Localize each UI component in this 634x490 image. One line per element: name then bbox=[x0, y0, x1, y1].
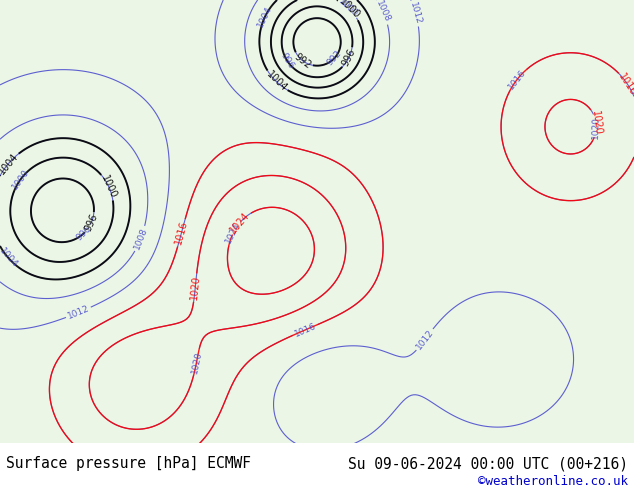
Text: 1016: 1016 bbox=[507, 67, 528, 91]
Text: 1020: 1020 bbox=[189, 275, 202, 300]
Text: 1012: 1012 bbox=[66, 304, 91, 321]
Text: 1000: 1000 bbox=[99, 173, 119, 200]
Text: 1004: 1004 bbox=[256, 4, 275, 28]
Text: Su 09-06-2024 00:00 UTC (00+216): Su 09-06-2024 00:00 UTC (00+216) bbox=[347, 457, 628, 471]
Text: 1004: 1004 bbox=[0, 246, 20, 270]
Text: 1000: 1000 bbox=[337, 0, 361, 21]
Text: 1004: 1004 bbox=[264, 70, 288, 94]
Text: 1004: 1004 bbox=[0, 151, 20, 176]
Text: 1008: 1008 bbox=[133, 226, 149, 251]
Text: 1000: 1000 bbox=[337, 0, 359, 19]
Text: 996: 996 bbox=[83, 213, 100, 233]
Text: 1024: 1024 bbox=[224, 221, 242, 245]
Text: 992: 992 bbox=[292, 51, 313, 71]
Text: Surface pressure [hPa] ECMWF: Surface pressure [hPa] ECMWF bbox=[6, 457, 251, 471]
Text: ©weatheronline.co.uk: ©weatheronline.co.uk bbox=[477, 475, 628, 488]
Text: 1016: 1016 bbox=[174, 220, 190, 246]
Text: 1008: 1008 bbox=[374, 0, 392, 24]
Text: 1024: 1024 bbox=[228, 210, 252, 235]
Text: 996: 996 bbox=[279, 51, 295, 71]
Text: 996: 996 bbox=[340, 48, 358, 68]
Text: 992: 992 bbox=[326, 49, 344, 67]
Text: 1016: 1016 bbox=[293, 321, 318, 339]
Text: 1020: 1020 bbox=[190, 350, 204, 374]
Polygon shape bbox=[0, 0, 634, 443]
Text: 996: 996 bbox=[75, 223, 94, 242]
Text: 1012: 1012 bbox=[414, 328, 436, 351]
Text: 1012: 1012 bbox=[408, 1, 423, 25]
Text: 1016: 1016 bbox=[617, 72, 634, 98]
Text: 1020: 1020 bbox=[590, 110, 602, 136]
Text: 1000: 1000 bbox=[10, 168, 31, 192]
Text: 1020: 1020 bbox=[592, 116, 601, 139]
